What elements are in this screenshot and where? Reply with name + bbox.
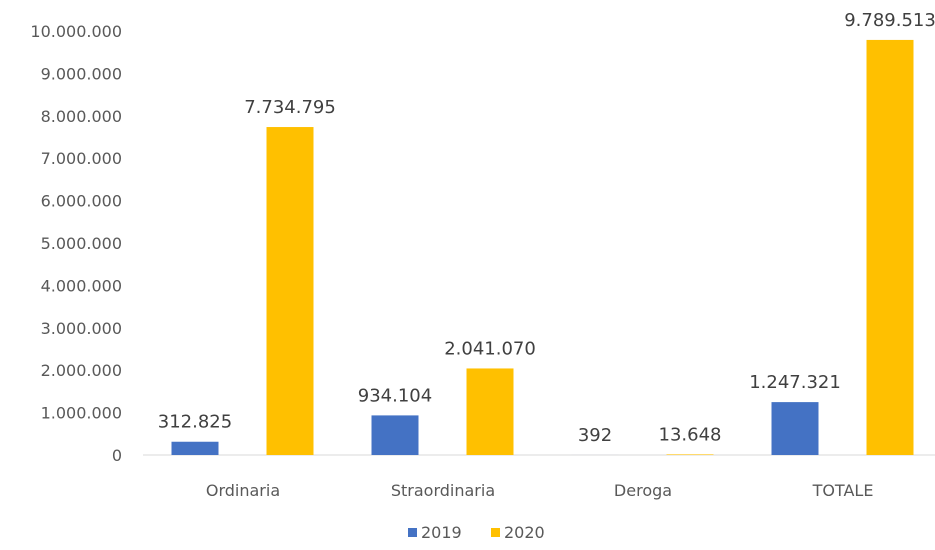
data-label-2019-totale: 1.247.321: [749, 372, 841, 393]
bar-2019-straordinaria: [372, 415, 419, 455]
category-labels: Ordinaria Straordinaria Deroga TOTALE: [206, 481, 874, 500]
bar-2020-totale: [867, 40, 914, 455]
data-label-2020-ordinaria: 7.734.795: [244, 97, 336, 118]
y-tick-label: 9.000.000: [41, 64, 122, 83]
y-tick-label: 6.000.000: [41, 192, 122, 211]
bar-2020-straordinaria: [467, 368, 514, 455]
legend-label-2019: 2019: [421, 523, 462, 542]
y-tick-label: 2.000.000: [41, 361, 122, 380]
y-tick-label: 8.000.000: [41, 107, 122, 126]
bar-2019-ordinaria: [172, 442, 219, 455]
bar-2020-ordinaria: [267, 127, 314, 455]
data-label-2020-deroga: 13.648: [659, 424, 722, 445]
x-category-label: Deroga: [614, 481, 672, 500]
legend-swatch-2020: [491, 528, 500, 537]
data-label-2019-deroga: 392: [578, 425, 612, 446]
y-tick-label: 7.000.000: [41, 149, 122, 168]
y-tick-label: 4.000.000: [41, 276, 122, 295]
data-label-2019-ordinaria: 312.825: [158, 412, 232, 433]
y-tick-label: 0: [112, 446, 122, 465]
y-tick-label: 10.000.000: [30, 22, 122, 41]
y-tick-label: 1.000.000: [41, 404, 122, 423]
x-category-label: TOTALE: [812, 481, 874, 500]
data-label-2020-totale: 9.789.513: [844, 10, 935, 31]
bar-2019-totale: [772, 402, 819, 455]
x-category-label: Straordinaria: [391, 481, 495, 500]
legend-label-2020: 2020: [504, 523, 545, 542]
y-tick-label: 3.000.000: [41, 319, 122, 338]
x-category-label: Ordinaria: [206, 481, 280, 500]
data-label-2020-straordinaria: 2.041.070: [444, 338, 536, 359]
legend-swatch-2019: [408, 528, 417, 537]
y-tick-label: 5.000.000: [41, 234, 122, 253]
legend: 2019 2020: [408, 523, 545, 542]
data-label-2019-straordinaria: 934.104: [358, 385, 432, 406]
y-axis-ticks: 0 1.000.000 2.000.000 3.000.000 4.000.000 5.0…: [30, 22, 122, 465]
bar-2020-deroga: [667, 454, 714, 455]
